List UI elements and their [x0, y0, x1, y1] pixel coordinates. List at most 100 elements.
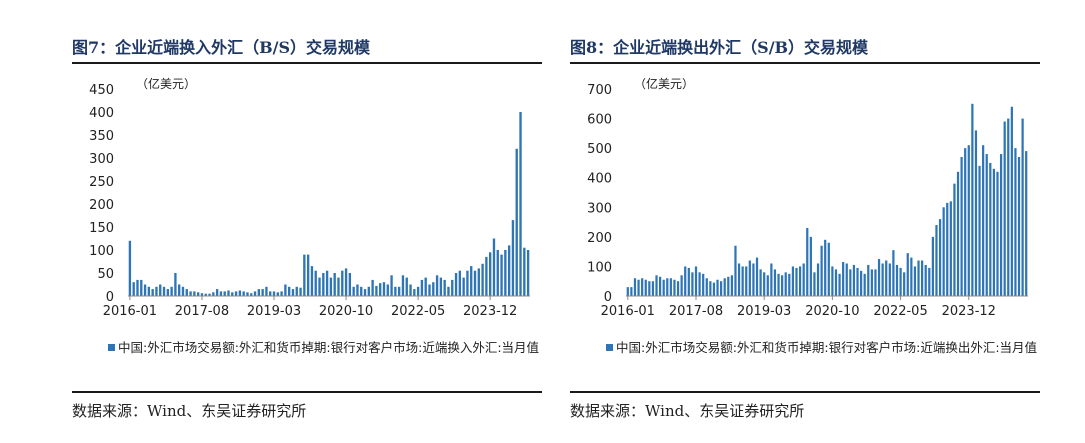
bar [745, 266, 748, 296]
bar [777, 273, 780, 296]
bar [651, 281, 655, 296]
bar [515, 148, 518, 296]
bar [477, 268, 480, 296]
bar [784, 272, 787, 296]
bar [299, 287, 302, 296]
bar [196, 292, 200, 296]
bar [741, 266, 744, 296]
bar [1017, 157, 1021, 296]
bar [938, 219, 942, 296]
bar [147, 286, 151, 296]
bar [310, 266, 314, 296]
bar [892, 250, 895, 296]
x-tick-label: 2017-08 [669, 304, 723, 319]
bar [470, 266, 473, 296]
bar [763, 272, 766, 296]
bar [322, 273, 325, 296]
bar [219, 291, 223, 296]
bar [626, 287, 629, 296]
bar [189, 291, 192, 296]
bar [655, 275, 658, 296]
bar [162, 286, 166, 296]
bar [953, 183, 956, 296]
bar [974, 130, 978, 296]
bar [356, 284, 359, 296]
bar [831, 266, 834, 296]
bar [447, 286, 450, 296]
bar [128, 240, 132, 296]
bar [397, 286, 401, 296]
bar [227, 290, 230, 296]
x-tick-label: 2023-12 [942, 304, 996, 319]
bar [435, 275, 439, 296]
top-rule [72, 62, 542, 64]
bar [341, 270, 344, 296]
y-tick-label: 400 [587, 172, 612, 187]
bar [409, 284, 412, 296]
bar [752, 263, 755, 296]
bar [280, 291, 283, 296]
bar [208, 293, 211, 296]
bar [151, 289, 154, 296]
bar [269, 291, 272, 296]
bar [985, 154, 988, 296]
bar [344, 268, 348, 296]
bar [462, 277, 465, 296]
bar [1021, 118, 1024, 296]
x-tick-label: 2019-03 [737, 304, 791, 319]
bar [504, 250, 507, 296]
bar [770, 263, 773, 296]
bar [870, 269, 873, 296]
bar [193, 291, 196, 296]
bar [496, 250, 499, 296]
bar [838, 273, 841, 296]
bar [526, 250, 530, 296]
bar [813, 272, 816, 296]
chart-title: 图7：企业近端换入外汇（B/S）交易规模 [72, 38, 371, 57]
bar [215, 289, 219, 296]
bar [921, 260, 924, 296]
bar [1010, 106, 1013, 296]
bar [716, 279, 719, 296]
legend: 中国:外汇市场交易额:外汇和货币掉期:银行对客户市场:近端换出外汇:当月值 [606, 338, 1046, 358]
bar [1025, 151, 1028, 296]
bar [360, 286, 363, 296]
bar [329, 277, 333, 296]
bar [507, 245, 511, 296]
bar [795, 267, 798, 296]
bar [1007, 118, 1010, 296]
x-tick-label: 2023-12 [463, 304, 517, 319]
bar [200, 293, 204, 296]
legend-label: 中国:外汇市场交易额:外汇和货币掉期:银行对客户市场:近端换入外汇:当月值 [118, 340, 540, 355]
y-tick-label: 700 [587, 83, 612, 98]
bar [946, 202, 949, 296]
bar [231, 292, 234, 296]
top-rule [570, 62, 1040, 64]
bar [466, 270, 469, 296]
bar [691, 272, 694, 296]
bar [885, 260, 888, 296]
y-tick-label: 400 [89, 106, 114, 121]
bar [333, 273, 336, 296]
bar [964, 148, 967, 296]
bar [223, 291, 226, 296]
x-tick-label: 2022-05 [391, 304, 445, 319]
source-note: 数据来源：Wind、东吴证券研究所 [72, 402, 307, 420]
bar [413, 289, 416, 296]
y-tick-label: 200 [587, 231, 612, 246]
bar [734, 245, 737, 296]
bar [481, 263, 484, 296]
bar [641, 278, 644, 296]
bottom-rule [570, 391, 1040, 393]
bar [956, 171, 960, 296]
bar [856, 267, 859, 296]
bar [881, 263, 884, 296]
bar [1003, 121, 1006, 296]
bar [371, 279, 374, 296]
bar [910, 257, 913, 296]
bar [382, 282, 386, 296]
x-tick-label: 2017-08 [175, 304, 229, 319]
y-tick-label: 250 [89, 175, 114, 190]
bar [906, 253, 909, 296]
y-tick-label: 0 [604, 290, 612, 305]
